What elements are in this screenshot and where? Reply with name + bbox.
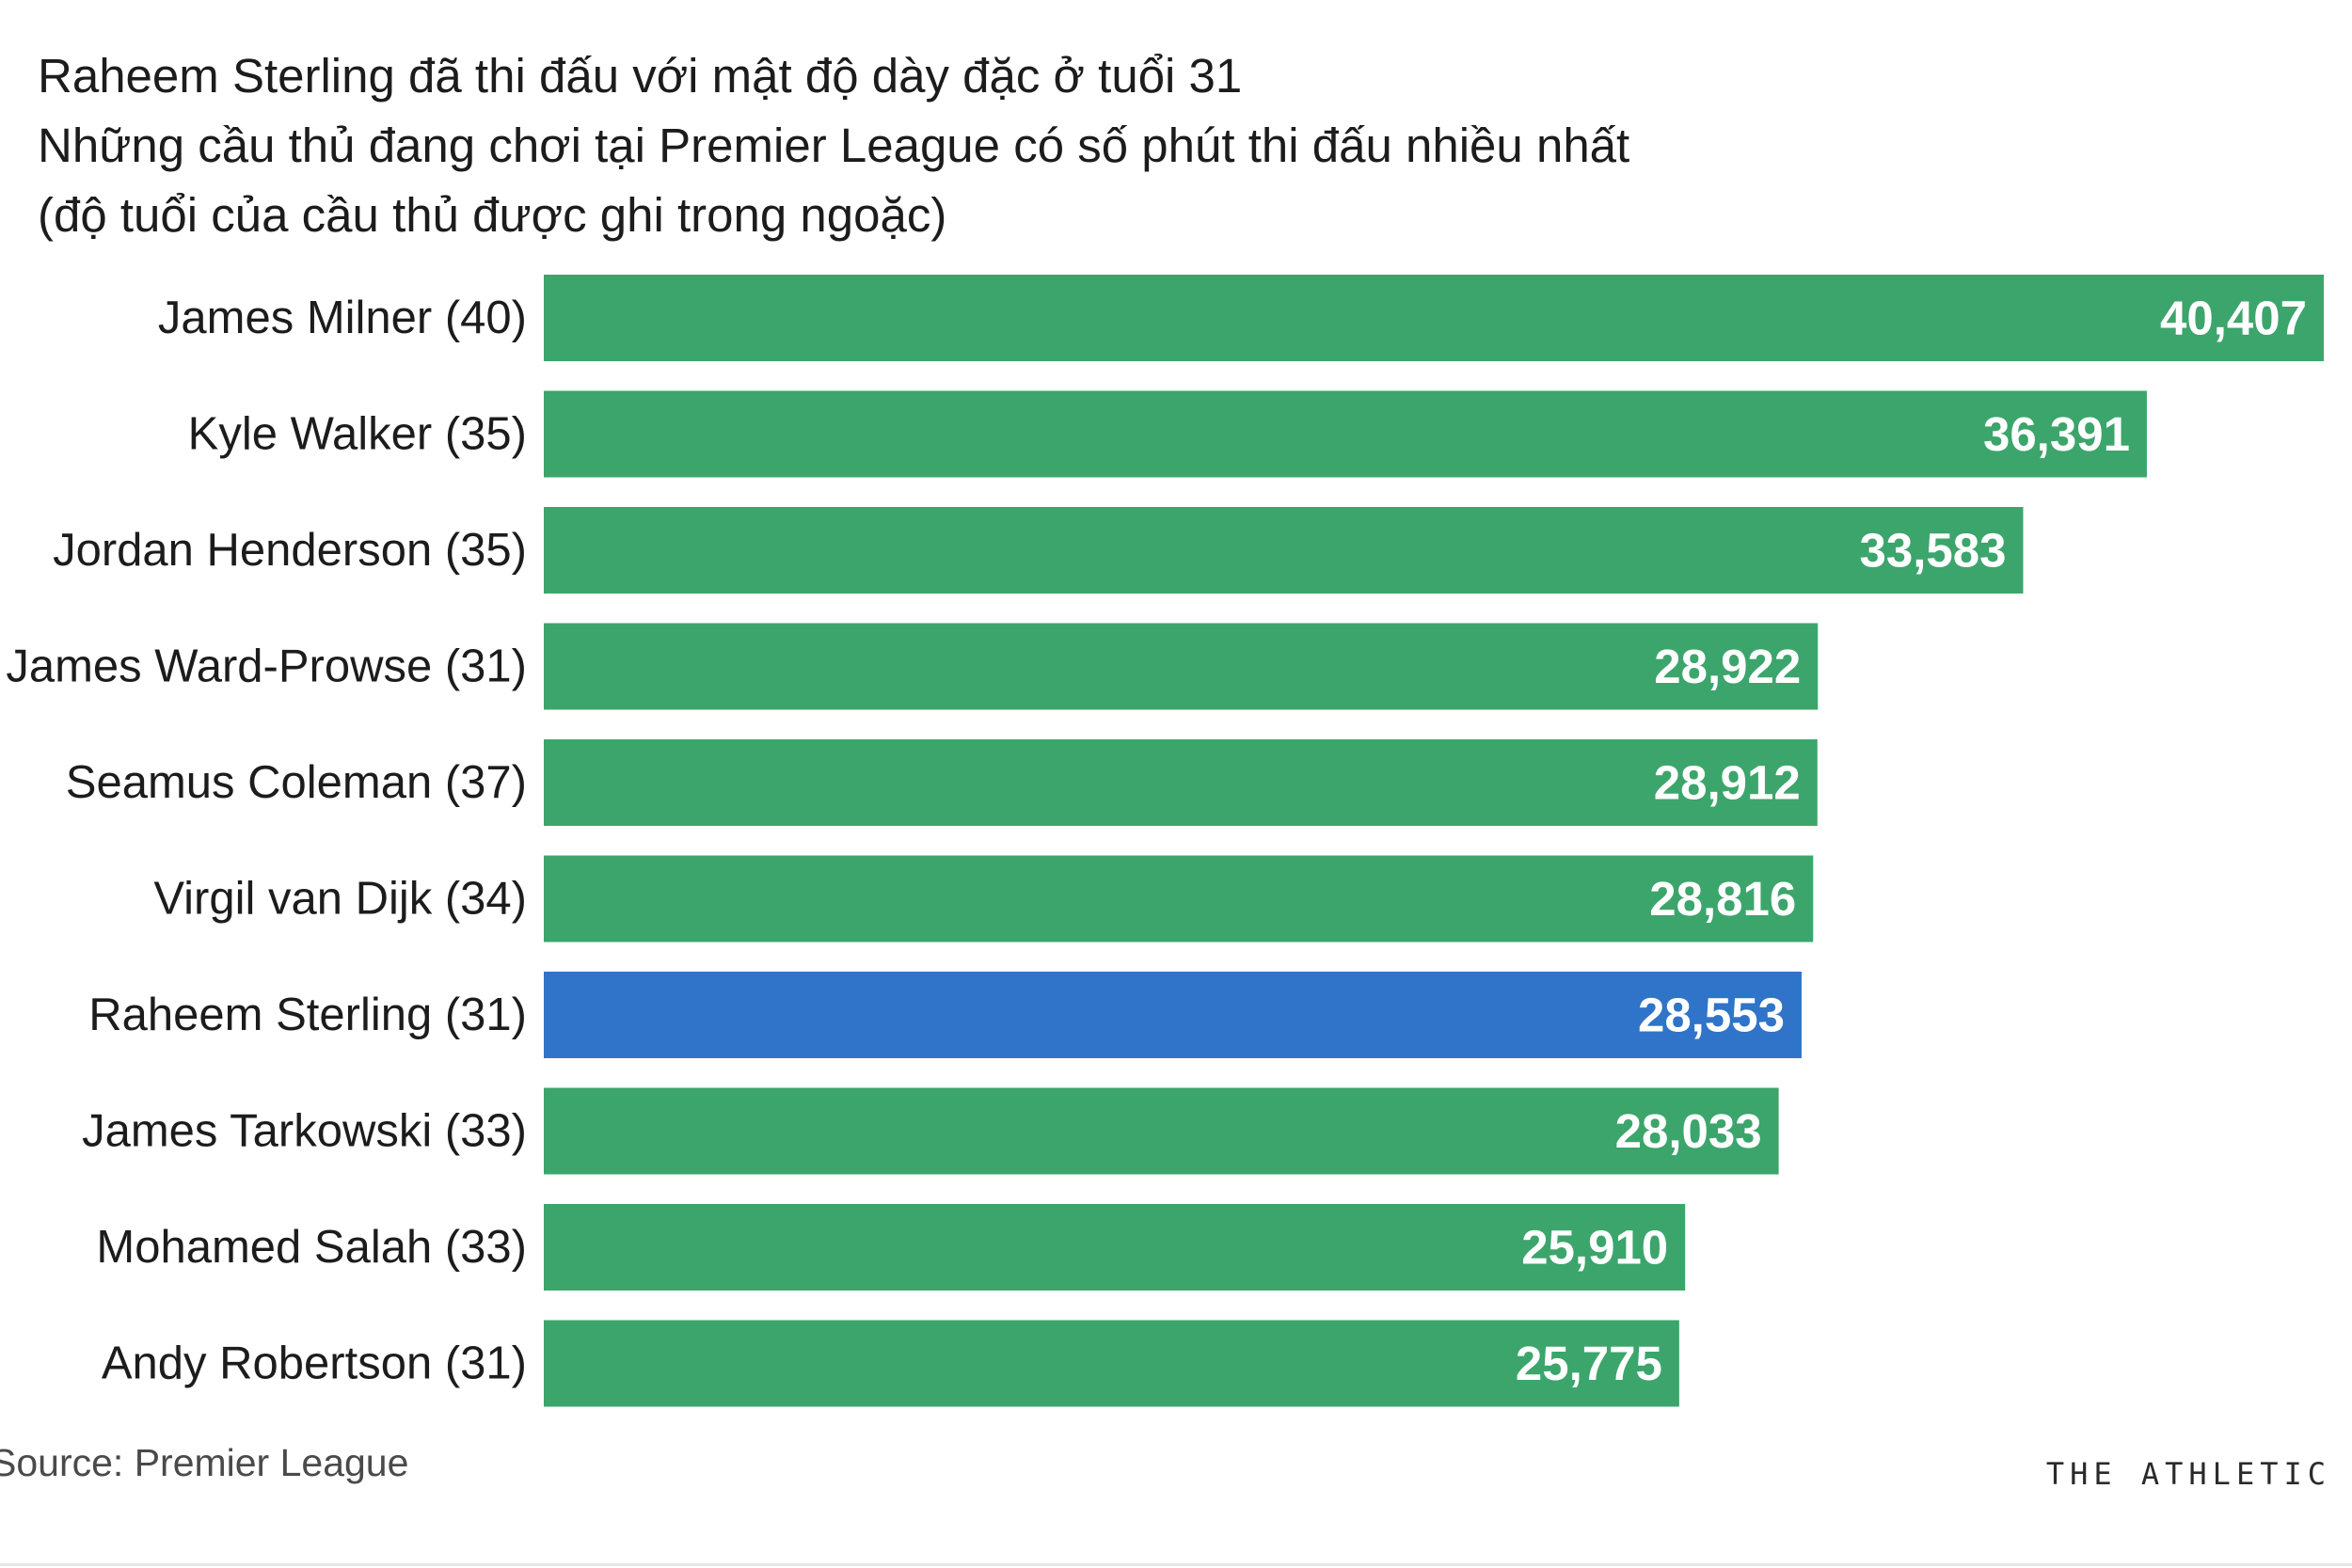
category-label: James Milner (40) xyxy=(158,293,527,343)
category-label: Mohamed Salah (33) xyxy=(96,1222,527,1273)
category-label: James Ward-Prowse (31) xyxy=(6,641,527,692)
bar-row: James Ward-Prowse (31) 28,922 xyxy=(6,623,1819,710)
bar xyxy=(544,1204,1686,1291)
bar-row: James Tarkowski (33) 28,033 xyxy=(82,1087,1779,1175)
data-label: 40,407 xyxy=(2160,292,2307,345)
bar-row: Raheem Sterling (31) 28,553 xyxy=(88,972,1802,1058)
data-label: 28,816 xyxy=(1649,872,1796,926)
bar xyxy=(544,623,1819,710)
data-label: 25,775 xyxy=(1516,1337,1662,1390)
bar-row: Seamus Coleman (37) 28,912 xyxy=(66,739,1818,826)
category-label: Virgil van Dijk (34) xyxy=(153,874,527,925)
bar xyxy=(544,390,2147,478)
publisher-logo: THE ATHLETIC xyxy=(2045,1456,2331,1492)
bar-row: Kyle Walker (35) 36,391 xyxy=(188,390,2147,478)
bar xyxy=(544,507,2024,594)
data-label: 28,912 xyxy=(1654,756,1801,810)
bar-row: Virgil van Dijk (34) 28,816 xyxy=(153,855,1814,942)
divider xyxy=(0,1563,2352,1566)
bar-row: James Milner (40) 40,407 xyxy=(158,275,2324,361)
category-label: Andy Robertson (31) xyxy=(102,1338,527,1389)
data-label: 25,910 xyxy=(1521,1221,1668,1275)
chart-subtitle-line-2: (độ tuổi của cầu thủ được ghi trong ngoặ… xyxy=(38,188,947,242)
category-label: Jordan Henderson (35) xyxy=(53,525,527,576)
bar-row: Andy Robertson (31) 25,775 xyxy=(102,1320,1679,1407)
category-label: Kyle Walker (35) xyxy=(188,409,527,460)
category-label: James Tarkowski (33) xyxy=(82,1106,527,1157)
data-label: 36,391 xyxy=(1983,407,2130,461)
bar-highlighted xyxy=(544,972,1802,1058)
category-label: Raheem Sterling (31) xyxy=(88,990,527,1040)
bar-row: Mohamed Salah (33) 25,910 xyxy=(96,1204,1686,1291)
data-label: 28,553 xyxy=(1638,989,1785,1042)
category-label: Seamus Coleman (37) xyxy=(66,757,527,808)
data-label: 28,922 xyxy=(1654,640,1801,693)
bar xyxy=(544,1087,1779,1175)
chart-title: Raheem Sterling đã thi đấu với mật độ dà… xyxy=(38,41,2296,250)
bar xyxy=(544,1320,1679,1407)
source-note: Source: Premier League xyxy=(0,1441,409,1484)
chart-title-line-1: Raheem Sterling đã thi đấu với mật độ dà… xyxy=(38,49,1243,103)
data-label: 33,583 xyxy=(1859,524,2006,578)
bar xyxy=(544,739,1818,826)
chart-subtitle-line-1: Những cầu thủ đang chơi tại Premier Leag… xyxy=(38,119,1630,172)
bar xyxy=(544,275,2324,361)
data-label: 28,033 xyxy=(1615,1104,1762,1158)
bar xyxy=(544,855,1814,942)
bar-row: Jordan Henderson (35) 33,583 xyxy=(53,507,2024,594)
